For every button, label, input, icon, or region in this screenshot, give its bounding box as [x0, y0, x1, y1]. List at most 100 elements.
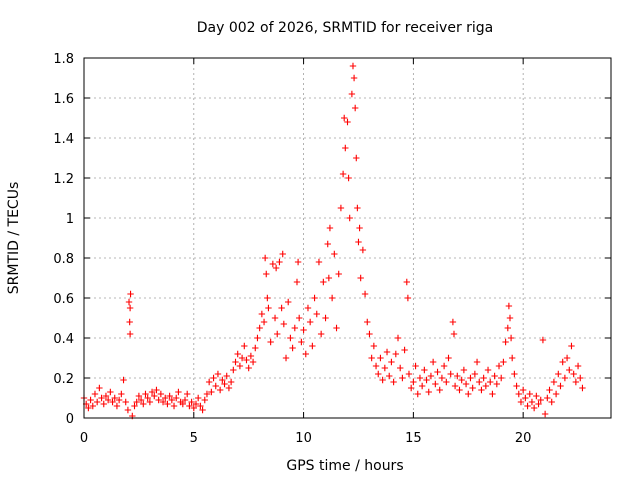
data-point: [555, 370, 562, 378]
data-point: [460, 366, 468, 374]
data-point: [197, 402, 204, 410]
data-point: [98, 394, 105, 402]
data-point: [427, 372, 435, 380]
data-point: [399, 374, 406, 382]
data-point: [298, 338, 305, 346]
data-point: [125, 298, 133, 306]
data-point: [232, 358, 239, 366]
data-point: [440, 362, 448, 370]
data-point: [559, 358, 566, 366]
data-point: [511, 370, 518, 378]
data-point: [513, 382, 520, 390]
data-point: [436, 386, 443, 394]
data-point: [159, 398, 167, 406]
data-point: [315, 258, 323, 266]
data-point: [487, 378, 494, 386]
data-point: [208, 388, 215, 396]
data-point: [364, 318, 371, 326]
data-point: [445, 354, 452, 362]
data-point: [140, 400, 147, 408]
data-point: [104, 396, 112, 404]
data-point: [519, 386, 527, 394]
data-point: [188, 398, 195, 406]
data-point: [243, 356, 250, 364]
data-point: [355, 238, 362, 246]
data-point: [561, 374, 569, 382]
data-point: [236, 362, 244, 370]
data-point: [493, 380, 501, 388]
data-point: [157, 390, 165, 398]
data-point: [153, 386, 160, 394]
data-point: [326, 224, 334, 232]
data-point: [201, 396, 208, 404]
plot-frame: [83, 57, 612, 419]
data-point: [203, 390, 211, 398]
data-point: [505, 302, 513, 310]
data-point: [372, 362, 380, 370]
data-point: [304, 304, 312, 312]
data-point: [168, 396, 176, 404]
data-point: [293, 278, 301, 286]
data-point: [572, 378, 580, 386]
data-point: [546, 386, 553, 394]
data-point: [252, 344, 259, 352]
data-point: [405, 370, 413, 378]
data-point: [552, 390, 560, 398]
data-point: [450, 330, 458, 338]
data-point: [164, 400, 171, 408]
data-point: [579, 384, 586, 392]
data-point: [383, 348, 391, 356]
x-tick-label: 20: [515, 431, 532, 446]
data-point: [454, 372, 461, 380]
data-point: [85, 404, 92, 412]
data-point: [173, 394, 180, 402]
y-tick-label: 1.6: [53, 92, 74, 107]
data-point: [418, 382, 426, 390]
data-point: [199, 406, 206, 414]
data-point: [348, 90, 356, 98]
data-point: [258, 310, 266, 318]
data-point: [533, 392, 540, 400]
data-point: [528, 398, 536, 406]
data-point: [192, 400, 200, 408]
data-point: [135, 392, 143, 400]
data-point: [504, 324, 511, 332]
data-point: [306, 318, 314, 326]
data-point: [357, 274, 364, 282]
data-point: [467, 374, 474, 382]
y-tick-label: 1.8: [53, 52, 74, 67]
y-tick-label: 0.2: [53, 372, 74, 387]
y-tick-label: 0: [66, 412, 74, 427]
data-point: [324, 240, 331, 248]
data-point: [87, 396, 94, 404]
data-point: [309, 342, 316, 350]
data-point: [429, 358, 437, 366]
data-point: [548, 398, 555, 406]
data-point: [279, 250, 286, 258]
data-point: [410, 378, 417, 386]
data-point: [91, 390, 99, 398]
data-point: [462, 380, 470, 388]
data-point: [361, 290, 369, 298]
data-point: [377, 354, 384, 362]
data-point: [137, 396, 145, 404]
data-point: [434, 368, 441, 376]
data-point: [322, 314, 329, 322]
data-point: [245, 364, 252, 372]
data-point: [341, 114, 348, 122]
data-point: [331, 250, 338, 258]
data-point: [438, 374, 446, 382]
data-point: [175, 388, 182, 396]
data-point: [339, 170, 347, 178]
data-point: [155, 396, 162, 404]
data-point: [370, 342, 378, 350]
data-point: [264, 294, 271, 302]
data-point: [476, 378, 483, 386]
x-tick-label: 0: [80, 431, 88, 446]
data-point: [113, 402, 121, 410]
data-point: [524, 402, 531, 410]
data-point: [313, 310, 320, 318]
data-point: [392, 350, 400, 358]
data-point: [278, 304, 285, 312]
data-point: [465, 390, 472, 398]
